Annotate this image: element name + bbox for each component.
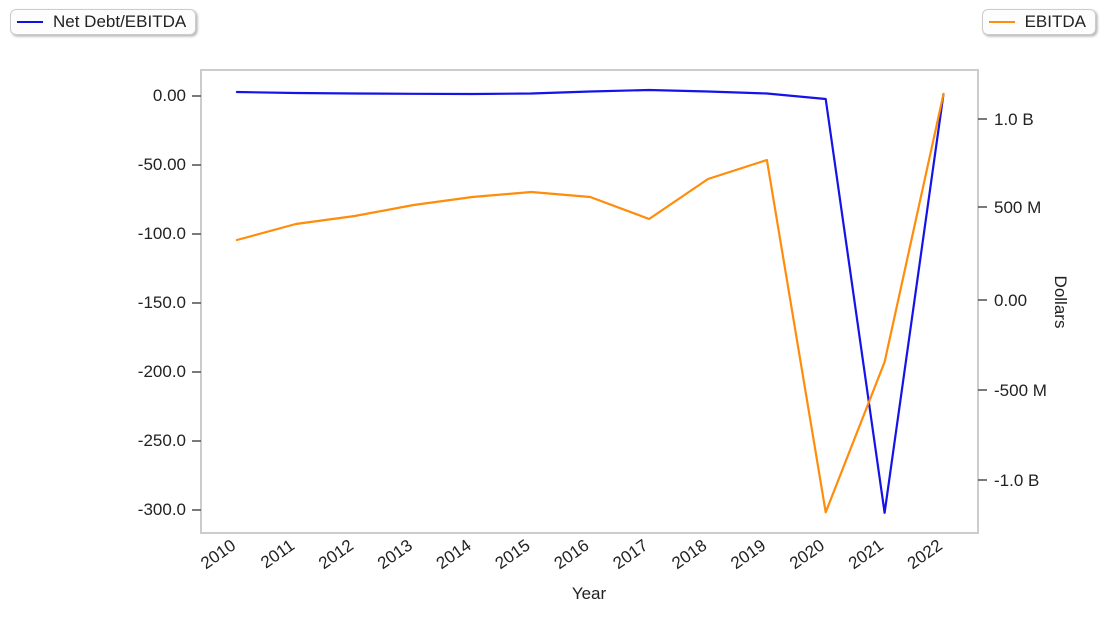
svg-text:-250.0: -250.0	[138, 431, 186, 450]
svg-text:2016: 2016	[551, 536, 593, 573]
svg-text:Dollars: Dollars	[1051, 276, 1070, 329]
svg-text:2017: 2017	[610, 536, 652, 573]
svg-text:-500 M: -500 M	[994, 381, 1047, 400]
svg-text:2015: 2015	[492, 536, 534, 573]
svg-text:0.00: 0.00	[153, 86, 186, 105]
svg-text:2018: 2018	[668, 536, 710, 573]
svg-text:2014: 2014	[433, 536, 475, 573]
svg-text:1.0 B: 1.0 B	[994, 110, 1034, 129]
svg-text:-150.0: -150.0	[138, 293, 186, 312]
svg-text:-100.0: -100.0	[138, 224, 186, 243]
svg-text:-50.00: -50.00	[138, 155, 186, 174]
svg-text:2011: 2011	[257, 536, 298, 573]
svg-text:2013: 2013	[374, 536, 416, 573]
svg-text:-200.0: -200.0	[138, 362, 186, 381]
svg-text:-1.0 B: -1.0 B	[994, 471, 1039, 490]
svg-text:2012: 2012	[315, 536, 357, 573]
svg-text:2019: 2019	[727, 536, 769, 573]
svg-text:2020: 2020	[786, 536, 828, 573]
svg-text:-300.0: -300.0	[138, 500, 186, 519]
svg-text:Year: Year	[572, 584, 607, 603]
svg-text:2021: 2021	[845, 536, 887, 573]
svg-text:2022: 2022	[904, 536, 946, 573]
svg-text:0.00: 0.00	[994, 291, 1027, 310]
svg-text:2010: 2010	[197, 536, 239, 573]
svg-text:500 M: 500 M	[994, 198, 1041, 217]
